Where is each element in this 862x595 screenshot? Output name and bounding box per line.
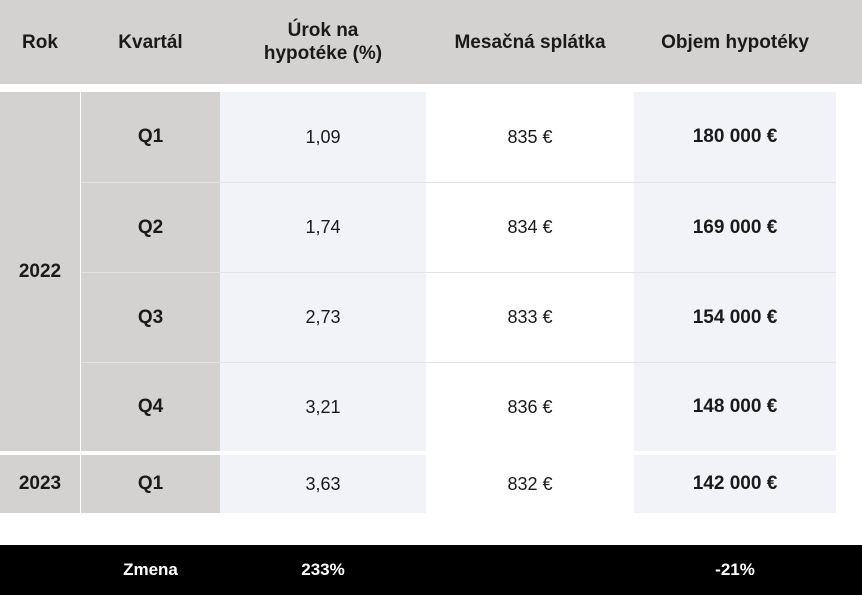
payment-cell: 835 €: [426, 92, 634, 182]
row-divider: [81, 362, 836, 363]
rate-cell: 2,73: [220, 273, 426, 362]
rate-cell: 3,21: [220, 363, 426, 451]
header-rok: Rok: [22, 31, 58, 53]
quarter-cell: Q3: [81, 273, 220, 362]
volume-cell: 142 000 €: [634, 455, 836, 513]
row-divider: [81, 182, 836, 183]
summary-rate-change: 233%: [301, 560, 345, 579]
quarter-cell: Q4: [81, 363, 220, 451]
quarter-cell: Q1: [81, 455, 220, 513]
year-cell-2022: 2022: [0, 92, 80, 451]
payment-cell: 832 €: [426, 455, 634, 513]
payment-cell: 836 €: [426, 363, 634, 451]
payment-cell: 834 €: [426, 183, 634, 272]
volume-cell: 169 000 €: [634, 183, 836, 272]
row-divider: [81, 272, 836, 273]
rate-cell: 1,74: [220, 183, 426, 272]
payment-cell: 833 €: [426, 273, 634, 362]
header-urok-line2: hypotéke (%): [263, 43, 383, 64]
volume-cell: 148 000 €: [634, 363, 836, 451]
rate-cell: 3,63: [220, 455, 426, 513]
quarter-cell: Q2: [81, 183, 220, 272]
volume-cell: 154 000 €: [634, 273, 836, 362]
header-kvartal: Kvartál: [118, 31, 183, 53]
summary-label: Zmena: [123, 560, 178, 579]
summary-bar: [0, 545, 862, 595]
year-cell-2023: 2023: [0, 455, 80, 513]
quarter-cell: Q1: [81, 92, 220, 182]
rate-cell: 1,09: [220, 92, 426, 182]
header-splatka: Mesačná splátka: [454, 31, 606, 53]
volume-cell: 180 000 €: [634, 92, 836, 182]
header-urok-line1: Úrok na: [287, 20, 359, 41]
table-header: [0, 0, 862, 84]
header-objem: Objem hypotéky: [661, 31, 809, 53]
header-urok: Úrok na hypotéke (%): [220, 0, 426, 84]
summary-volume-change: -21%: [715, 560, 755, 579]
